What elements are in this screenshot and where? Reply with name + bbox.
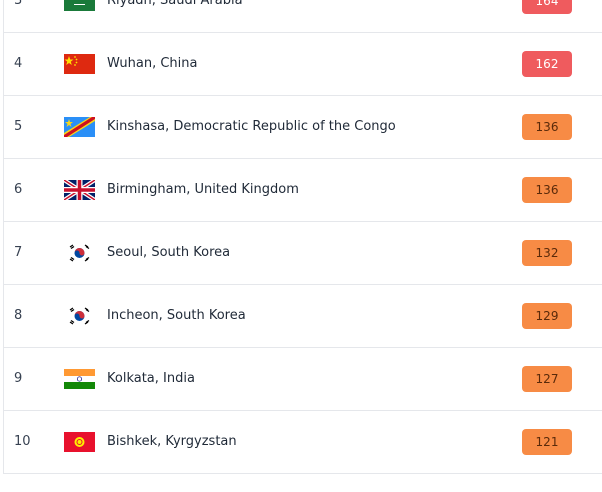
india-flag-icon: [64, 369, 95, 389]
rank: 8: [14, 308, 23, 323]
aqi-badge: 132: [522, 240, 572, 266]
city-name[interactable]: Kolkata, India: [107, 371, 195, 386]
aqi-badge: 129: [522, 303, 572, 329]
table-row[interactable]: 8 Incheon, South Korea 129: [4, 285, 602, 348]
aqi-badge: 127: [522, 366, 572, 392]
south-korea-flag-icon: [64, 306, 95, 326]
rank: 9: [14, 371, 23, 386]
city-ranking-table: 3 Riyadh, Saudi Arabia 164 4 Wuhan, China 162…: [3, 0, 602, 474]
aqi-badge: 162: [522, 51, 572, 77]
city-name[interactable]: Seoul, South Korea: [107, 245, 231, 260]
rank: 4: [14, 56, 23, 71]
table-row[interactable]: 4 Wuhan, China 162: [4, 33, 602, 96]
china-flag-icon: [64, 54, 95, 74]
city-name[interactable]: Wuhan, China: [107, 56, 198, 71]
aqi-badge: 136: [522, 177, 572, 203]
rank: 10: [14, 434, 31, 449]
city-name[interactable]: Kinshasa, Democratic Republic of the Con…: [107, 119, 396, 134]
table-row[interactable]: 10 Bishkek, Kyrgyzstan 121: [4, 411, 602, 474]
table-row[interactable]: 6 Birmingham, United Kingdom 136: [4, 159, 602, 222]
table-row[interactable]: 5 Kinshasa, Democratic Republic of the Co…: [4, 96, 602, 159]
rank: 7: [14, 245, 23, 260]
rank: 3: [14, 0, 23, 8]
city-name[interactable]: Incheon, South Korea: [107, 308, 246, 323]
city-name[interactable]: Birmingham, United Kingdom: [107, 182, 299, 197]
uk-flag-icon: [62, 178, 97, 202]
rank: 5: [14, 119, 23, 134]
table-row[interactable]: 3 Riyadh, Saudi Arabia 164: [4, 0, 602, 33]
south-korea-flag-icon: [64, 243, 95, 263]
aqi-badge: 164: [522, 0, 572, 14]
rank: 6: [14, 182, 23, 197]
city-name[interactable]: Riyadh, Saudi Arabia: [107, 0, 243, 8]
aqi-badge: 121: [522, 429, 572, 455]
table-row[interactable]: 7 Seoul, South Korea 132: [4, 222, 602, 285]
saudi-arabia-flag-icon: [64, 0, 95, 11]
aqi-badge: 136: [522, 114, 572, 140]
dr-congo-flag-icon: [64, 117, 95, 137]
kyrgyzstan-flag-icon: [64, 432, 95, 452]
city-name[interactable]: Bishkek, Kyrgyzstan: [107, 434, 237, 449]
table-row[interactable]: 9 Kolkata, India 127: [4, 348, 602, 411]
